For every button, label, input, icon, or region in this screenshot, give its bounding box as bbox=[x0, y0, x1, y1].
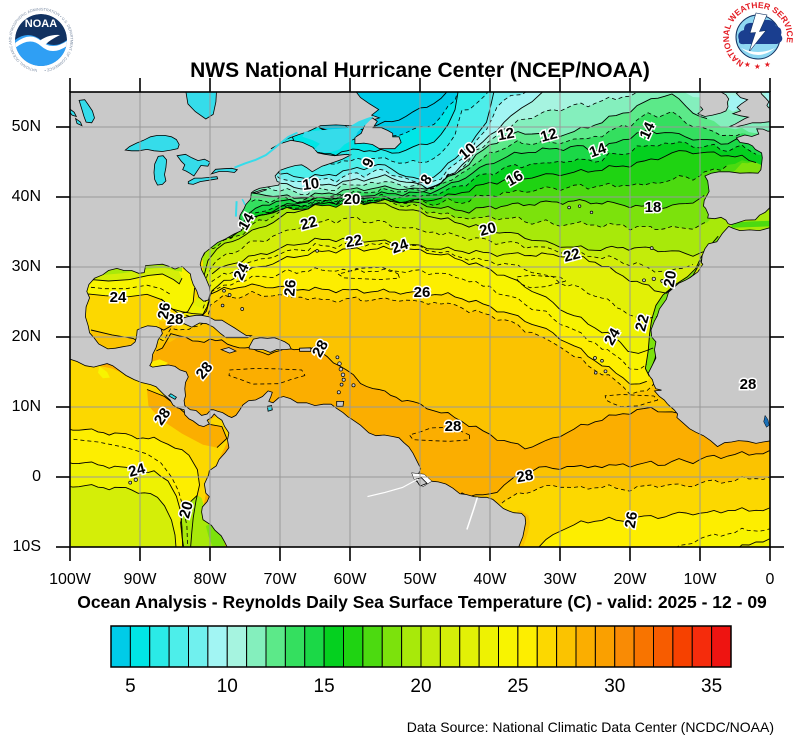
svg-text:12: 12 bbox=[496, 125, 515, 145]
svg-text:NWS National Hurricane Center: NWS National Hurricane Center (NCEP/NOAA… bbox=[190, 59, 650, 82]
svg-text:40W: 40W bbox=[474, 571, 508, 588]
svg-text:10N: 10N bbox=[12, 398, 41, 415]
svg-text:100W: 100W bbox=[49, 571, 92, 588]
svg-text:Ocean Analysis - Reynolds Dail: Ocean Analysis - Reynolds Daily Sea Surf… bbox=[77, 592, 767, 612]
svg-text:50N: 50N bbox=[12, 118, 41, 135]
svg-text:★: ★ bbox=[764, 60, 771, 69]
svg-text:28: 28 bbox=[445, 418, 462, 435]
svg-text:20: 20 bbox=[344, 191, 361, 208]
svg-text:12: 12 bbox=[539, 125, 560, 146]
svg-text:50W: 50W bbox=[404, 571, 438, 588]
svg-text:10S: 10S bbox=[13, 538, 41, 555]
svg-text:28: 28 bbox=[740, 376, 757, 393]
svg-text:28: 28 bbox=[167, 311, 184, 328]
svg-text:26: 26 bbox=[414, 284, 431, 301]
svg-text:60W: 60W bbox=[334, 571, 368, 588]
svg-text:15: 15 bbox=[314, 676, 335, 697]
svg-text:30N: 30N bbox=[12, 258, 41, 275]
svg-text:5: 5 bbox=[125, 676, 136, 697]
svg-text:20: 20 bbox=[176, 500, 197, 521]
svg-text:24: 24 bbox=[110, 289, 127, 306]
svg-text:80W: 80W bbox=[194, 571, 228, 588]
svg-text:30W: 30W bbox=[544, 571, 578, 588]
svg-text:70W: 70W bbox=[264, 571, 298, 588]
svg-text:22: 22 bbox=[562, 245, 583, 266]
svg-text:★: ★ bbox=[744, 60, 751, 69]
svg-text:40N: 40N bbox=[12, 188, 41, 205]
svg-text:30: 30 bbox=[604, 676, 625, 697]
svg-text:10W: 10W bbox=[684, 571, 718, 588]
svg-text:18: 18 bbox=[645, 199, 662, 216]
svg-text:24: 24 bbox=[127, 460, 148, 481]
svg-text:26: 26 bbox=[155, 301, 175, 320]
svg-text:28: 28 bbox=[515, 467, 534, 487]
svg-text:22: 22 bbox=[632, 313, 653, 334]
svg-text:26: 26 bbox=[622, 510, 642, 529]
svg-text:10: 10 bbox=[217, 676, 238, 697]
svg-text:26: 26 bbox=[281, 279, 299, 297]
svg-text:10: 10 bbox=[301, 175, 320, 194]
svg-text:35: 35 bbox=[701, 676, 722, 697]
svg-text:22: 22 bbox=[344, 232, 363, 252]
svg-text:20W: 20W bbox=[614, 571, 648, 588]
svg-text:★: ★ bbox=[754, 62, 761, 71]
svg-text:20: 20 bbox=[661, 269, 681, 288]
svg-text:20: 20 bbox=[410, 676, 431, 697]
svg-text:25: 25 bbox=[507, 676, 528, 697]
svg-text:0: 0 bbox=[32, 468, 41, 485]
svg-text:NOAA: NOAA bbox=[25, 18, 57, 30]
svg-text:0: 0 bbox=[766, 571, 775, 588]
svg-text:20N: 20N bbox=[12, 328, 41, 345]
svg-text:20: 20 bbox=[478, 219, 499, 240]
svg-text:90W: 90W bbox=[124, 571, 158, 588]
svg-text:22: 22 bbox=[299, 213, 320, 234]
svg-text:Data Source: National Climatic: Data Source: National Climatic Data Cent… bbox=[407, 719, 774, 735]
